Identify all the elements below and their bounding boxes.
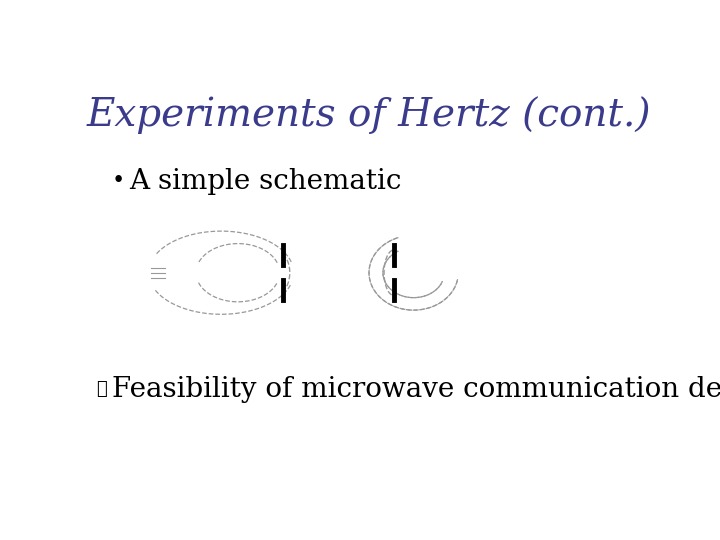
Text: Experiments of Hertz (cont.): Experiments of Hertz (cont.) [86,96,652,134]
Text: ❖: ❖ [96,380,107,398]
Text: Feasibility of microwave communication demonstrated: Feasibility of microwave communication d… [112,376,720,403]
Text: •: • [112,170,125,192]
Text: A simple schematic: A simple schematic [129,168,402,195]
